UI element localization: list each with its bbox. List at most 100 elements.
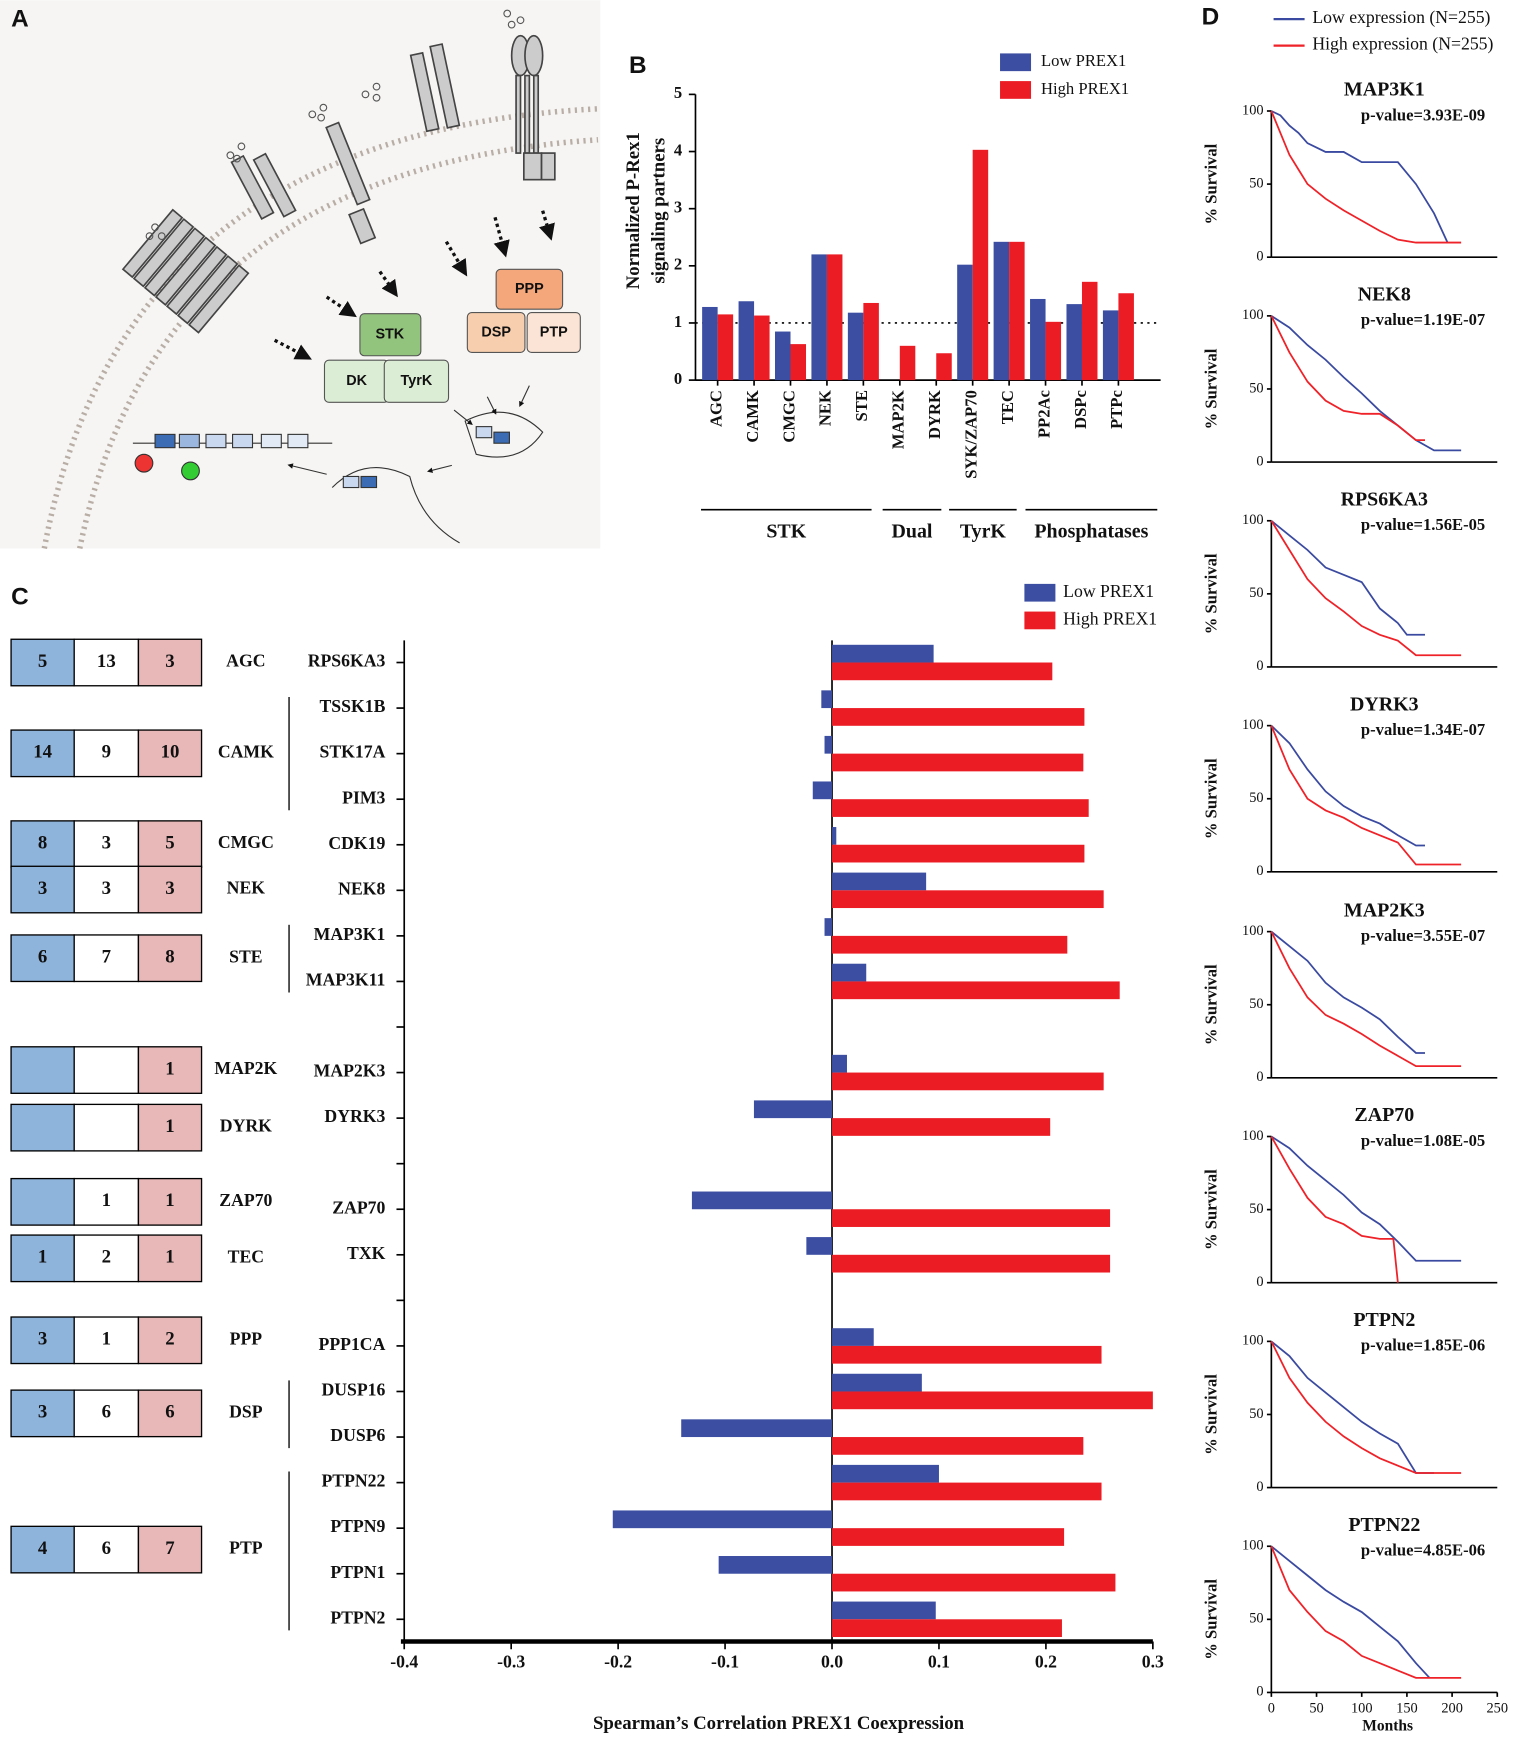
panel-label: D: [1202, 3, 1220, 30]
family-label: AGC: [226, 651, 265, 671]
diagram-label: PPP: [515, 281, 544, 297]
bar: [1045, 321, 1062, 381]
y-tick-label: 100: [1242, 923, 1264, 939]
diagram-label: PTP: [540, 324, 568, 340]
x-tick-label: DSPc: [1071, 390, 1090, 429]
count-label: 9: [102, 742, 111, 763]
count-box: [137, 1046, 203, 1094]
y-tick-label: 50: [1249, 1201, 1263, 1217]
y-tick-label: CDK19: [328, 833, 385, 853]
count-box: [73, 1103, 140, 1152]
bar: [1066, 304, 1082, 381]
bar: [824, 735, 833, 754]
bar: [832, 981, 1120, 1000]
y-tick-label: PPP1CA: [319, 1334, 386, 1354]
count-label: 10: [161, 742, 180, 763]
count-label: 1: [165, 1190, 174, 1211]
y-tick-label: MAP3K11: [306, 970, 386, 990]
x-tick-label: TEC: [998, 390, 1017, 424]
x-tick-label: 100: [1351, 1700, 1373, 1716]
y-tick-label: 0: [1256, 1069, 1263, 1085]
count-box: [10, 820, 75, 869]
count-label: 3: [165, 878, 174, 899]
survival-curve: [1270, 931, 1462, 1068]
bar: [691, 1191, 833, 1210]
bar: [832, 1118, 1051, 1136]
count-label: 2: [165, 1329, 174, 1350]
count-label: 3: [38, 1329, 47, 1350]
count-box: [10, 1389, 75, 1438]
bar: [753, 1100, 833, 1119]
count-label: 6: [102, 1538, 111, 1559]
chart-title: PTPN22: [1348, 1514, 1420, 1536]
y-tick-label: 0: [1256, 453, 1263, 469]
bar: [832, 1054, 847, 1073]
diagram-label: STK: [375, 327, 404, 343]
count-box: [10, 1103, 75, 1152]
x-tick-label: -0.1: [711, 1652, 739, 1672]
bar: [899, 345, 916, 381]
annotation: p-value=3.55E-07: [1361, 926, 1485, 945]
bar: [832, 662, 1053, 681]
count-label: 8: [165, 947, 174, 968]
bar: [863, 302, 879, 381]
y-axis-label: signaling partners: [648, 138, 669, 284]
bar: [1009, 241, 1025, 381]
y-tick-label: 50: [1249, 1611, 1263, 1627]
count-box: [73, 1234, 140, 1283]
annotation: p-value=1.85E-06: [1361, 1336, 1485, 1355]
survival-curve: [1270, 1136, 1399, 1283]
bar: [738, 301, 755, 381]
diagram-label: DK: [346, 373, 367, 389]
bar: [832, 1464, 939, 1483]
legend-swatch: [1000, 81, 1032, 99]
family-label: NEK: [227, 878, 266, 898]
bar: [832, 1209, 1111, 1227]
legend-swatch: [1024, 583, 1056, 602]
bar: [832, 1528, 1065, 1546]
y-tick-label: 50: [1249, 585, 1263, 601]
survival-curve: [1270, 520, 1425, 636]
count-box: [10, 934, 75, 983]
bar: [832, 1391, 1153, 1410]
count-box: [137, 1177, 203, 1226]
y-tick-label: 50: [1249, 175, 1263, 191]
legend-label: High expression (N=255): [1312, 34, 1493, 54]
x-tick-label: -0.2: [604, 1652, 632, 1672]
count-box: [10, 1316, 75, 1365]
chart-title: MAP2K3: [1344, 899, 1425, 921]
bar: [811, 254, 827, 381]
bar: [717, 314, 734, 381]
legend-swatch: [1024, 611, 1056, 630]
legend-label: High PREX1: [1041, 79, 1129, 98]
y-tick-label: 100: [1242, 512, 1264, 528]
bar: [832, 1373, 922, 1392]
survival-curve: [1270, 1340, 1435, 1474]
x-tick-label: MAP2K: [889, 390, 908, 449]
count-label: 13: [97, 651, 116, 672]
y-tick-label: STK17A: [319, 742, 385, 762]
x-axis-label: Months: [1362, 1717, 1413, 1734]
y-tick-label: 100: [1242, 102, 1264, 118]
count-box: [10, 1234, 75, 1283]
bar: [774, 331, 791, 381]
chart-title: ZAP70: [1354, 1104, 1414, 1126]
bar: [702, 306, 718, 381]
y-tick-label: 100: [1242, 1128, 1264, 1144]
count-box: [10, 1046, 75, 1094]
x-tick-label: PP2Ac: [1034, 390, 1053, 438]
survival-curve: [1270, 315, 1462, 452]
x-tick-label: 200: [1441, 1700, 1463, 1716]
chart-title: MAP3K1: [1344, 79, 1425, 101]
bar: [806, 1237, 833, 1255]
panel-label: C: [11, 584, 29, 611]
count-label: 7: [102, 947, 111, 968]
count-box: [10, 1177, 75, 1226]
y-axis-label: % Survival: [1201, 1579, 1220, 1660]
count-label: 3: [38, 1402, 47, 1423]
count-box: [73, 1046, 140, 1094]
bar: [832, 1437, 1084, 1455]
bar: [993, 241, 1010, 381]
y-tick-label: TXK: [347, 1243, 386, 1263]
family-label: DSP: [229, 1401, 263, 1421]
